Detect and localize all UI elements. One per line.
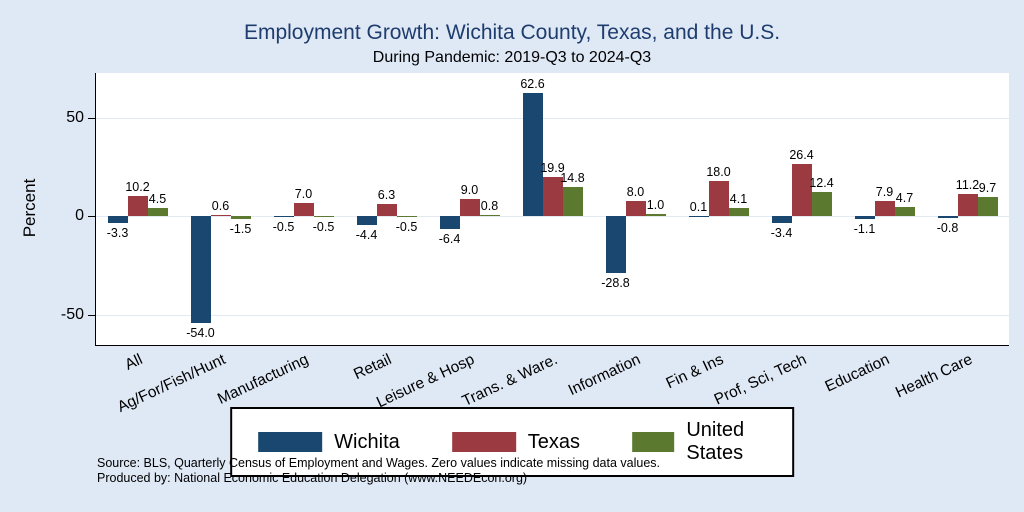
united-states-bar (977, 197, 998, 217)
bar-value-label: -1.5 (229, 222, 252, 237)
wichita-bar (854, 216, 875, 219)
bar-value-label: 7.0 (294, 186, 313, 201)
wichita-bar (688, 216, 709, 218)
bar-value-label: 26.4 (789, 148, 814, 163)
bar-value-label: 4.1 (729, 192, 748, 207)
chart-title: Employment Growth: Wichita County, Texas… (243, 21, 781, 44)
wichita-legend-swatch (258, 432, 323, 452)
bar-value-label: -3.3 (106, 225, 129, 240)
source-note: Source: BLS, Quarterly Census of Employm… (97, 456, 660, 486)
united-states-bar (562, 187, 583, 217)
bar-value-label: 11.2 (955, 178, 980, 193)
bar-value-label: 62.6 (520, 76, 545, 91)
united-states-bar (645, 214, 666, 217)
bar-value-label: -6.4 (438, 232, 461, 247)
wichita-bar (937, 216, 958, 218)
bar-value-label: 14.8 (560, 171, 585, 186)
wichita-bar (522, 92, 543, 217)
texas-bar (293, 202, 314, 217)
united-states-bar (728, 208, 749, 217)
wichita-bar (439, 216, 460, 230)
texas-bar (376, 203, 397, 217)
legend-item-wichita: Wichita (258, 431, 400, 454)
texas-bar (708, 180, 729, 217)
wichita-legend-label: Wichita (334, 430, 400, 453)
bar-value-label: 9.0 (460, 182, 479, 197)
y-axis-tick (88, 315, 96, 317)
wichita-bar (605, 216, 626, 274)
texas-bar (957, 194, 978, 217)
bar-value-label: 12.4 (809, 175, 834, 190)
gridline (96, 216, 1009, 218)
y-tick-label: 50 (66, 108, 84, 126)
bar-value-label: -0.5 (312, 220, 335, 235)
wichita-bar (190, 216, 211, 324)
united-states-bar (147, 207, 168, 217)
legend-item-united-states: United States (632, 419, 766, 465)
texas-bar (127, 196, 148, 217)
united-states-legend-swatch (632, 432, 675, 452)
texas-legend-swatch (451, 432, 516, 452)
texas-bar (542, 177, 563, 217)
united-states-bar (313, 216, 334, 218)
y-axis-tick (88, 117, 96, 119)
united-states-bar (811, 191, 832, 217)
united-states-legend-label: United States (686, 419, 745, 464)
y-tick-label: 0 (75, 207, 84, 225)
source-line-2: Produced by: National Economic Education… (97, 471, 528, 485)
texas-bar (874, 200, 895, 217)
bar-value-label: 6.3 (377, 187, 396, 202)
bar-value-label: 0.8 (480, 198, 499, 213)
legend: Wichita Texas United States (230, 407, 794, 477)
texas-bar (625, 200, 646, 217)
bar-value-label: 8.0 (626, 184, 645, 199)
plot-area: 50 0 -50 -3.3 -54.0 -0.5 -4.4 -6.4 62.6 -28.8 0.1 -… (61, 73, 1009, 416)
texas-bar (459, 198, 480, 217)
chart-subtitle: During Pandemic: 2019-Q3 to 2024-Q3 (372, 49, 652, 66)
bar-value-label: 1.0 (646, 198, 665, 213)
bar-value-label: -0.5 (272, 220, 295, 235)
gridline (96, 315, 1009, 317)
bar-value-label: 9.7 (978, 181, 997, 196)
source-line-1: Source: BLS, Quarterly Census of Employm… (97, 456, 661, 470)
wichita-bar (273, 216, 294, 218)
y-axis-label: Percent (20, 178, 39, 238)
united-states-bar (894, 207, 915, 217)
bar-value-label: 7.9 (875, 184, 894, 199)
bar-value-label: 18.0 (706, 164, 731, 179)
gridline (96, 117, 1009, 119)
texas-legend-label: Texas (527, 430, 581, 453)
bar-value-label: 4.5 (148, 191, 167, 206)
bar-value-label: -54.0 (186, 326, 215, 341)
texas-bar (791, 164, 812, 217)
y-tick-label: -50 (60, 306, 84, 324)
united-states-bar (396, 216, 417, 218)
bar-value-label: 0.1 (689, 200, 708, 215)
bar-value-label: 0.6 (211, 199, 230, 214)
bar-value-label: -4.4 (355, 228, 378, 243)
wichita-bar (771, 216, 792, 224)
bar-value-label: -3.4 (770, 226, 793, 241)
wichita-bar (356, 216, 377, 226)
bar-value-label: -0.5 (395, 220, 418, 235)
bar-value-label: -1.1 (853, 221, 876, 236)
legend-item-texas: Texas (451, 430, 581, 454)
texas-bar (210, 215, 231, 217)
bar-value-label: 4.7 (895, 191, 914, 206)
bar-value-label: 19.9 (540, 161, 565, 176)
united-states-bar (479, 214, 500, 217)
bar-value-label: 10.2 (125, 180, 150, 195)
bar-value-label: -28.8 (601, 276, 630, 291)
bar-value-label: -0.8 (936, 221, 959, 235)
united-states-bar (230, 216, 251, 220)
y-axis-tick (88, 216, 96, 218)
wichita-bar (107, 216, 128, 223)
